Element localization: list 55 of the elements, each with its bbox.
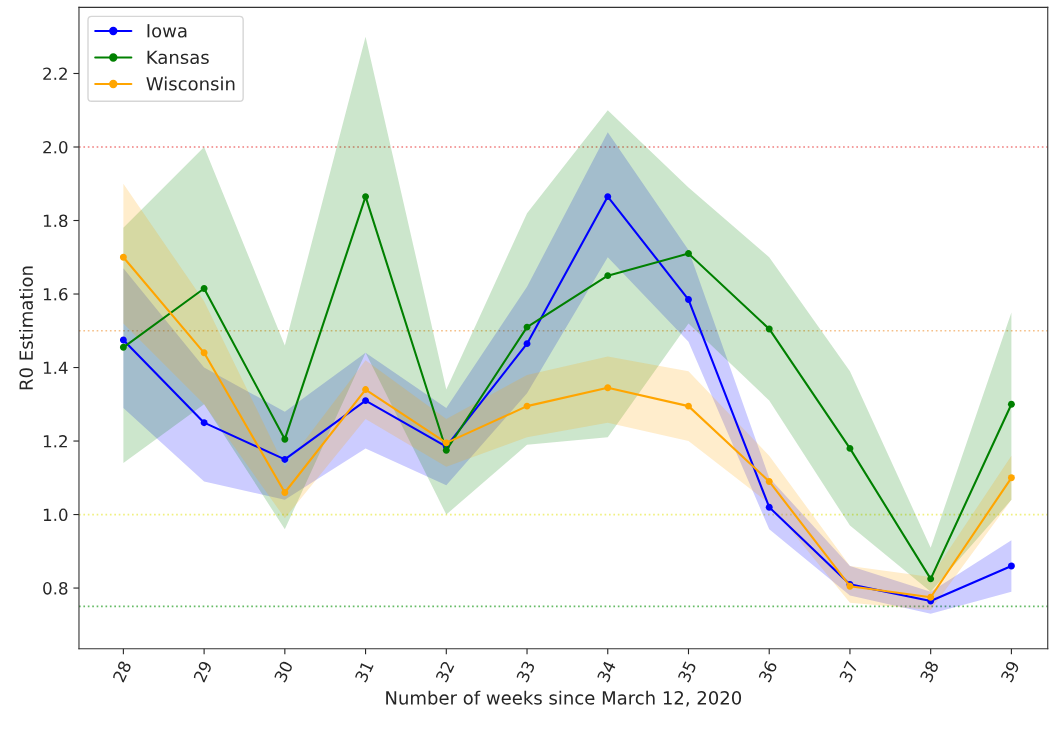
x-tick-label: 37 [838,660,859,683]
point [846,444,854,452]
x-axis-title: Number of weeks since March 12, 2020 [386,690,742,707]
point [685,402,692,410]
y-tick-label: 1.2 [43,435,67,448]
y-tick-label: 0.8 [43,582,68,595]
legend-label: Iowa [147,24,187,38]
point [523,340,531,348]
point [200,419,208,427]
point [362,193,370,201]
x-tick-label: 29 [193,660,213,683]
x-tick-label: 33 [516,660,536,683]
y-tick-label: 2.0 [43,140,68,154]
point [119,336,127,344]
point [1007,474,1015,482]
point [362,386,370,394]
point [200,285,208,292]
y-tick-label: 1.0 [43,508,68,522]
x-tick-label: 31 [354,660,374,683]
point [1007,562,1015,570]
y-axis-title: R0 Estimation [19,266,33,390]
point [927,593,935,601]
y-tick-label: 2.2 [43,67,67,80]
point [200,349,208,357]
point [765,325,773,333]
x-tick-label: 35 [677,660,697,683]
x-tick-label: 36 [758,660,778,683]
y-tick-label: 1.6 [43,287,68,301]
point [362,397,370,405]
point [685,250,692,258]
point [685,296,692,303]
point [442,439,450,447]
legend-label: Wisconsin [146,76,235,91]
point [765,503,773,511]
legend-label: Kansas [147,50,209,65]
y-tick-label: 1.4 [43,361,68,374]
point [281,435,289,443]
point [119,343,127,351]
x-tick-label: 32 [435,660,455,683]
point [442,446,450,454]
point [281,489,289,496]
x-tick-label: 39 [1000,660,1020,683]
point [1007,400,1015,408]
x-tick-label: 30 [273,660,294,683]
x-tick-label: 28 [112,660,132,683]
point [604,272,612,280]
point [765,478,773,485]
point [604,193,612,201]
point [119,253,127,261]
x-tick-label: 38 [919,660,940,683]
x-tick-label: 34 [596,660,617,683]
y-tick-label: 1.8 [43,214,68,228]
point [927,575,935,583]
point [281,455,289,463]
point [604,384,612,392]
